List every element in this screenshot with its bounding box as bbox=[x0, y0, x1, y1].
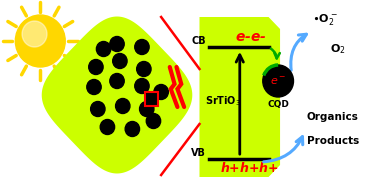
Circle shape bbox=[135, 78, 149, 94]
Text: SrTiO$_3$: SrTiO$_3$ bbox=[205, 94, 241, 108]
Circle shape bbox=[116, 98, 130, 114]
Bar bbox=[145, 92, 158, 106]
Circle shape bbox=[110, 36, 124, 51]
Circle shape bbox=[263, 65, 294, 97]
Text: $e^-$: $e^-$ bbox=[270, 75, 286, 87]
Text: $\bfit{h}$+$\bfit{h}$+$\bfit{h}$+: $\bfit{h}$+$\bfit{h}$+$\bfit{h}$+ bbox=[220, 161, 279, 175]
Circle shape bbox=[113, 53, 127, 68]
Circle shape bbox=[22, 21, 47, 47]
Circle shape bbox=[87, 80, 101, 94]
Circle shape bbox=[137, 61, 151, 77]
Circle shape bbox=[89, 60, 103, 74]
Circle shape bbox=[91, 101, 105, 116]
Circle shape bbox=[96, 42, 111, 57]
FancyArrowPatch shape bbox=[271, 49, 280, 58]
FancyArrowPatch shape bbox=[291, 34, 307, 70]
Circle shape bbox=[146, 114, 161, 129]
Text: O$_2$: O$_2$ bbox=[330, 42, 346, 56]
Text: Products: Products bbox=[307, 136, 359, 146]
Circle shape bbox=[154, 84, 168, 99]
Text: $\bullet$O$_2^-$: $\bullet$O$_2^-$ bbox=[312, 12, 337, 27]
Circle shape bbox=[139, 101, 154, 116]
FancyArrowPatch shape bbox=[263, 137, 303, 162]
Circle shape bbox=[135, 40, 149, 54]
Circle shape bbox=[15, 15, 65, 67]
Text: CB: CB bbox=[192, 36, 206, 46]
Circle shape bbox=[125, 122, 139, 136]
Text: CQD: CQD bbox=[267, 100, 289, 109]
Circle shape bbox=[110, 74, 124, 88]
Text: Organics: Organics bbox=[307, 112, 359, 122]
Text: VB: VB bbox=[191, 148, 206, 158]
Polygon shape bbox=[42, 16, 192, 174]
Polygon shape bbox=[199, 17, 280, 177]
Text: $\bfit{e}$-$\bfit{e}$-: $\bfit{e}$-$\bfit{e}$- bbox=[236, 30, 267, 44]
Circle shape bbox=[100, 119, 114, 135]
